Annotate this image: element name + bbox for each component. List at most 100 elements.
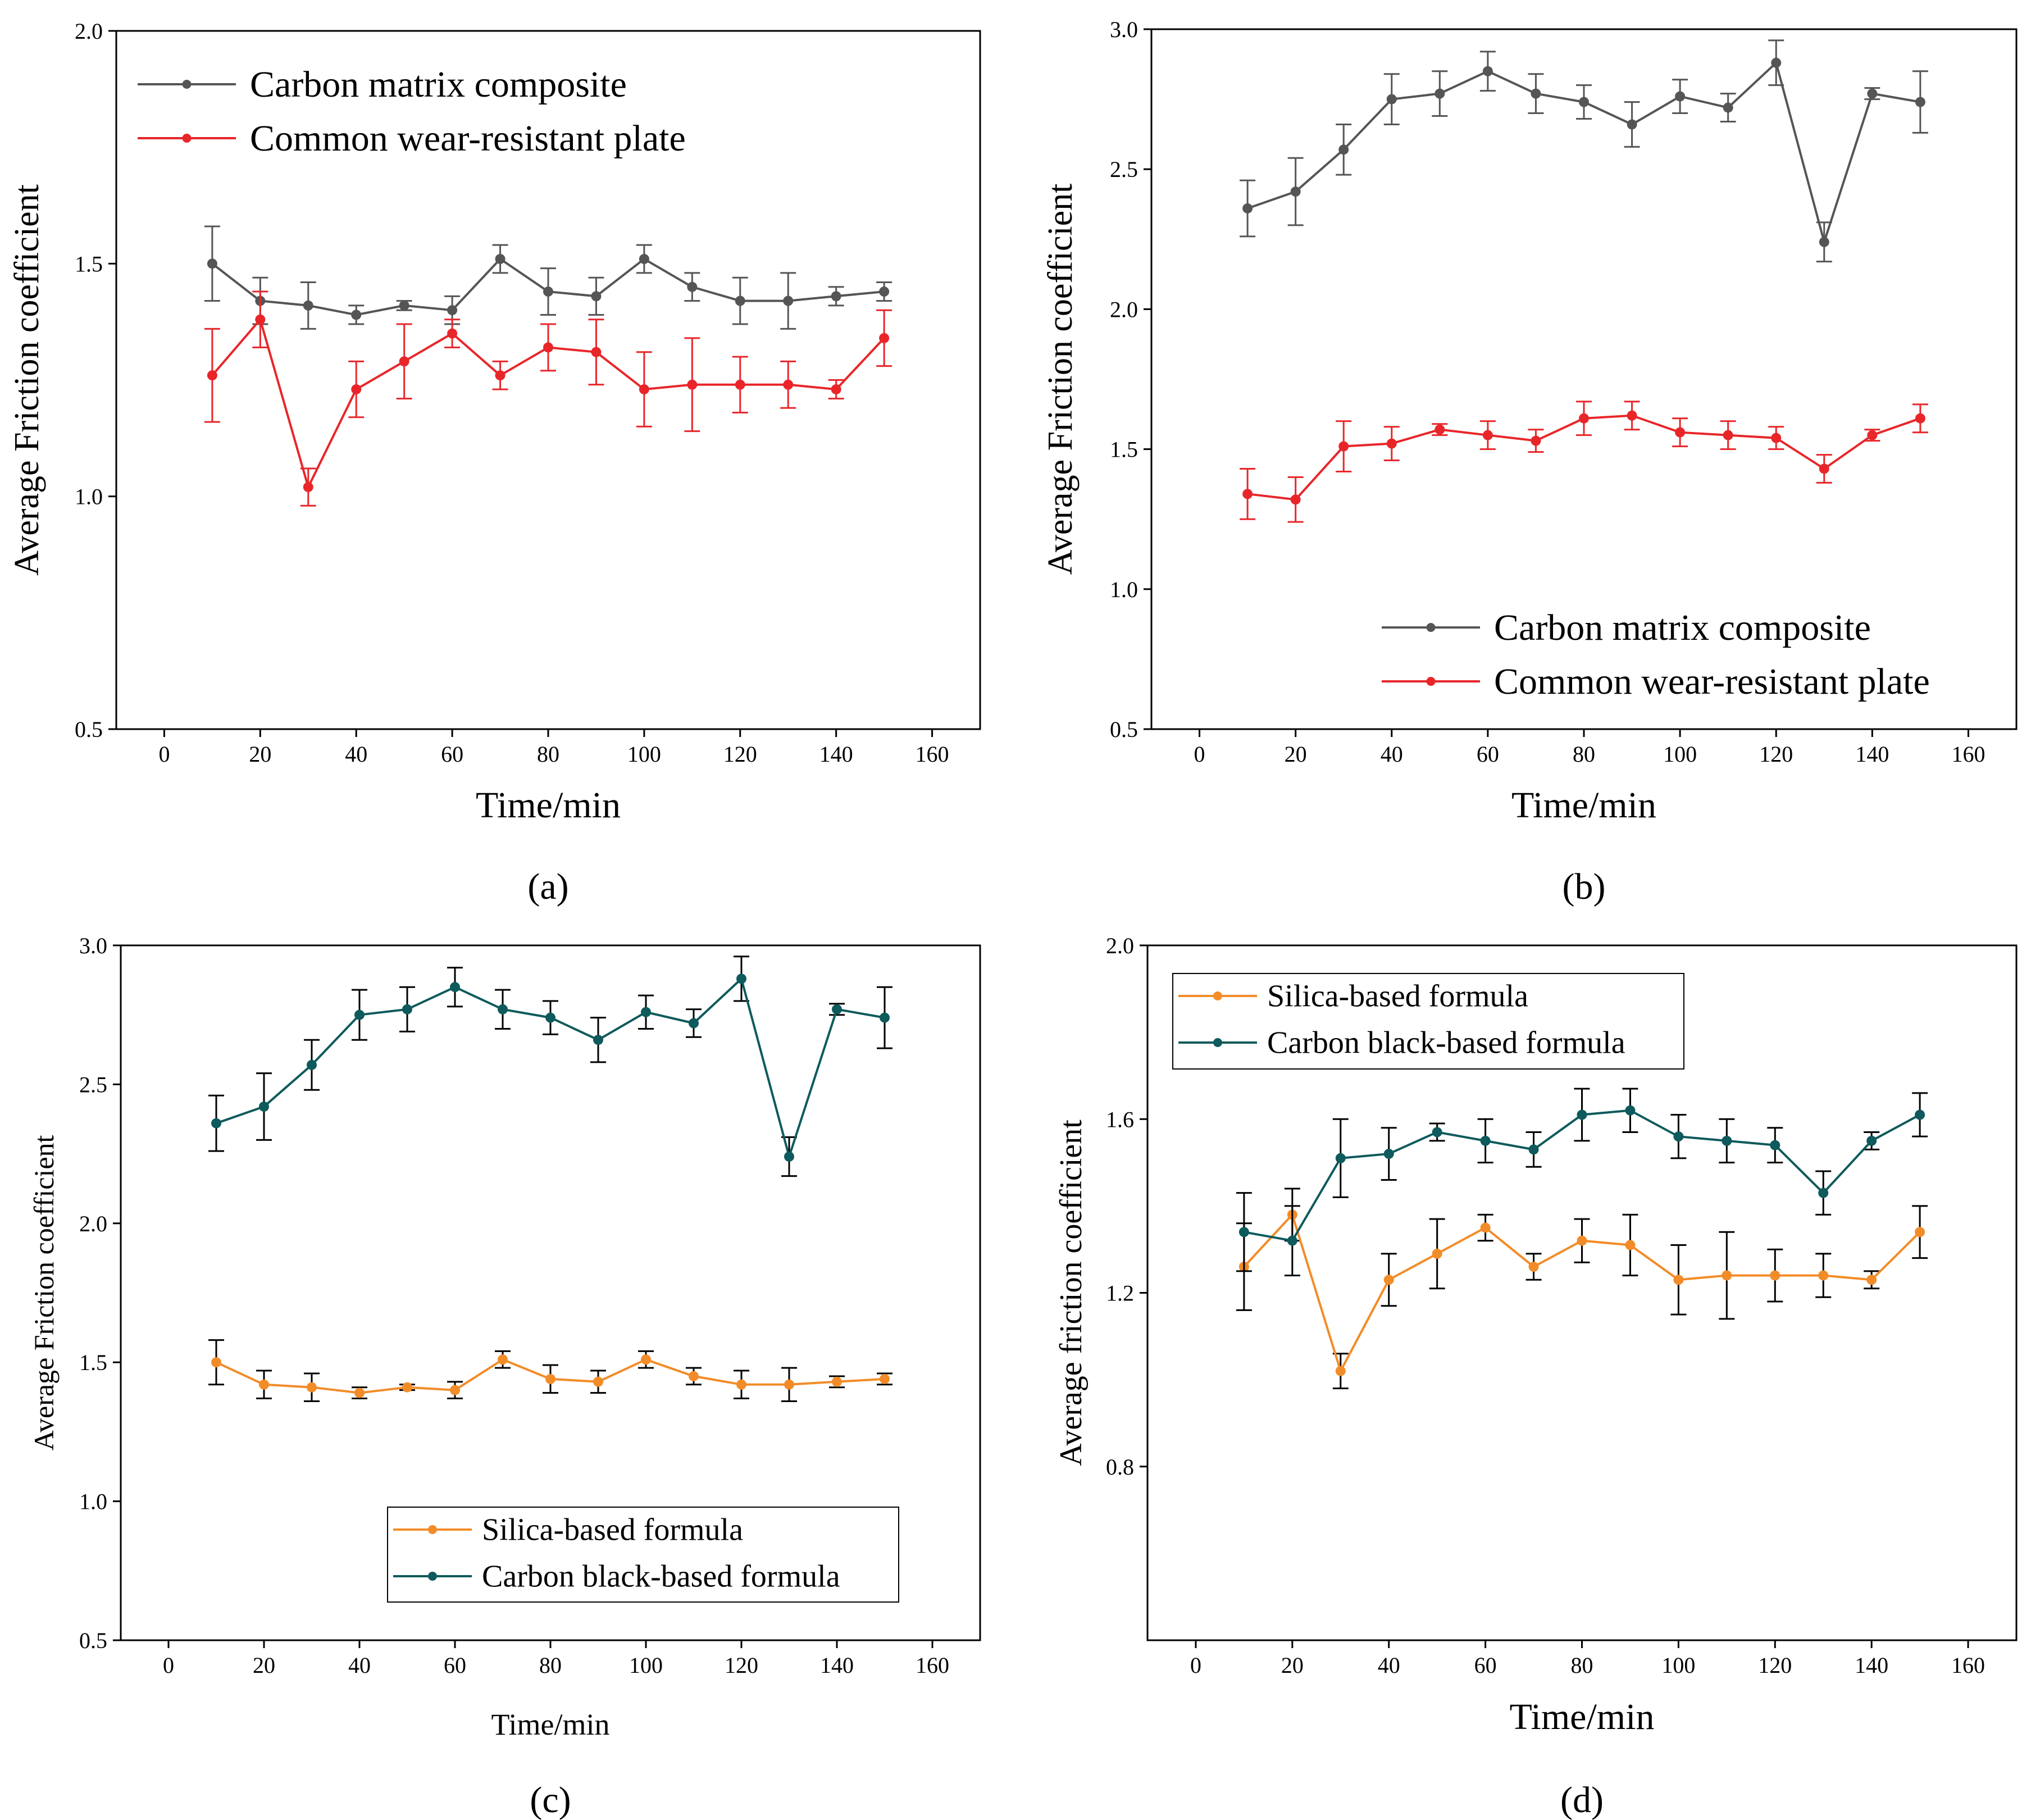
- y-tick-label: 2.0: [1110, 297, 1138, 322]
- data-point: [1482, 66, 1493, 76]
- legend-marker: [1426, 677, 1436, 686]
- chart-panel-b: 0 20 40 60 80 100 120 140 160 0.5 1.0 1.5 2.0 2.5 3.0 T…: [1041, 17, 2018, 907]
- y-tick-label: 3.0: [1110, 17, 1138, 42]
- data-point: [211, 1118, 221, 1129]
- data-point: [1238, 1227, 1249, 1237]
- y-axis-label: Average friction coefficient: [1054, 1120, 1089, 1466]
- series-1: [1236, 1187, 1928, 1390]
- data-point: [1432, 1248, 1442, 1259]
- y-tick-label: 2.0: [79, 1211, 107, 1236]
- data-point: [1722, 1135, 1732, 1146]
- series-2: [204, 290, 892, 507]
- data-point: [1435, 424, 1445, 435]
- data-point: [1435, 88, 1445, 99]
- legend-marker: [182, 134, 192, 143]
- data-point: [259, 1379, 269, 1390]
- data-point: [735, 295, 745, 306]
- data-point: [1531, 435, 1541, 446]
- legend-entry: Common wear-resistant plate: [250, 118, 686, 159]
- y-tick-label: 1.6: [1106, 1107, 1134, 1132]
- x-tick-label: 60: [444, 1653, 466, 1678]
- legend-marker: [1426, 623, 1436, 632]
- series-1: [1240, 39, 1928, 263]
- legend-entry: Common wear-resistant plate: [1494, 661, 1930, 702]
- data-point: [1819, 463, 1829, 474]
- x-tick-label: 0: [163, 1653, 174, 1678]
- data-point: [351, 310, 362, 320]
- data-point: [1818, 1187, 1829, 1198]
- data-point: [495, 370, 506, 381]
- x-tick-label: 120: [1758, 1653, 1792, 1678]
- data-point: [1577, 1235, 1587, 1246]
- data-point: [1242, 489, 1253, 499]
- data-point: [1771, 57, 1782, 68]
- data-point: [1627, 119, 1637, 130]
- data-point: [831, 384, 841, 395]
- data-point: [354, 1387, 365, 1398]
- data-point: [1771, 433, 1782, 443]
- legend-entry: Carbon matrix composite: [250, 64, 627, 105]
- x-tick-label: 140: [819, 741, 853, 767]
- data-point: [1335, 1366, 1346, 1376]
- data-point: [736, 1379, 746, 1390]
- legend-entry: Carbon black-based formula: [482, 1559, 840, 1594]
- data-point: [1673, 1131, 1684, 1142]
- x-tick-label: 40: [345, 741, 367, 767]
- legend-marker: [428, 1572, 437, 1581]
- data-point: [1338, 144, 1349, 155]
- legend: Carbon matrix composite Common wear-resis…: [138, 64, 686, 159]
- data-point: [399, 300, 409, 311]
- chart-panel-a: 0 20 40 60 80 100 120 140 160 0.5 1.0 1.5 2.0 Time/mi…: [8, 19, 981, 907]
- data-point: [354, 1009, 365, 1020]
- data-point: [543, 286, 553, 297]
- x-tick-label: 100: [1663, 741, 1697, 767]
- data-point: [498, 1354, 508, 1365]
- x-tick-label: 20: [249, 741, 271, 767]
- data-point: [1290, 186, 1301, 197]
- legend-box: [387, 1507, 899, 1603]
- x-tick-label: 80: [539, 1653, 562, 1678]
- x-tick-label: 140: [820, 1653, 854, 1678]
- series-1: [204, 225, 892, 330]
- data-point: [735, 379, 745, 390]
- data-point: [641, 1007, 651, 1017]
- data-point: [880, 1012, 890, 1023]
- y-axis-label: Average Friction coefficient: [8, 184, 46, 576]
- panel-label: (c): [530, 1780, 571, 1820]
- data-point: [303, 482, 313, 493]
- data-point: [880, 1373, 890, 1384]
- x-tick-label: 0: [158, 741, 170, 767]
- data-point: [1577, 1109, 1587, 1120]
- data-point: [402, 1004, 412, 1014]
- data-point: [1287, 1235, 1297, 1246]
- data-point: [1866, 1275, 1877, 1285]
- x-tick-label: 80: [1573, 741, 1595, 767]
- y-tick-label: 1.5: [75, 251, 103, 276]
- legend-marker: [428, 1525, 437, 1534]
- data-point: [1579, 97, 1589, 107]
- data-point: [1386, 438, 1397, 449]
- y-tick-label: 0.5: [75, 717, 103, 742]
- panel-label: (d): [1560, 1780, 1604, 1820]
- data-point: [447, 328, 458, 339]
- data-point: [879, 333, 890, 343]
- data-point: [545, 1012, 555, 1023]
- x-tick-label: 60: [1477, 741, 1499, 767]
- series-2: [208, 956, 892, 1177]
- y-tick-label: 2.5: [1110, 157, 1138, 182]
- x-tick-label: 120: [723, 741, 757, 767]
- data-point: [259, 1101, 269, 1112]
- data-point: [402, 1382, 412, 1393]
- legend-entry: Silica-based formula: [482, 1512, 743, 1547]
- data-point: [1723, 430, 1733, 440]
- data-point: [832, 1004, 842, 1014]
- y-tick-label: 0.5: [1110, 717, 1138, 742]
- data-point: [689, 1018, 699, 1029]
- data-point: [1338, 441, 1349, 452]
- x-axis-label: Time/min: [491, 1708, 609, 1741]
- data-point: [1673, 1275, 1684, 1285]
- data-point: [1770, 1270, 1780, 1281]
- data-point: [784, 1379, 794, 1390]
- panel-label: (a): [527, 866, 568, 907]
